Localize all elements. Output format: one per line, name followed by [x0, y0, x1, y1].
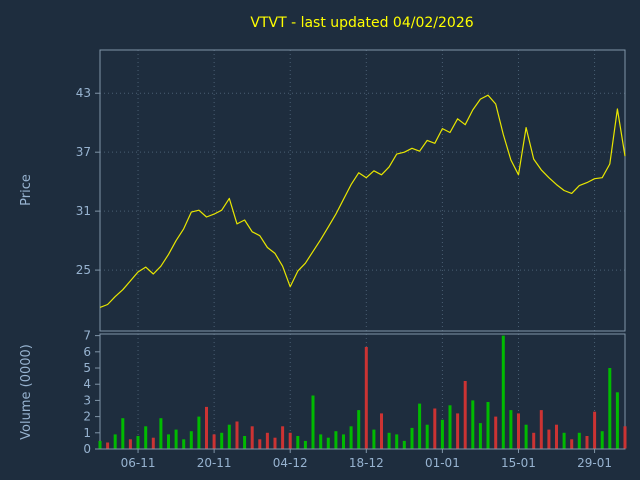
x-tick-label: 04-12 — [273, 456, 308, 470]
volume-tick-label: 4 — [83, 377, 91, 391]
volume-tick-label: 1 — [83, 426, 91, 440]
x-tick-label: 15-01 — [501, 456, 536, 470]
x-tick-label: 29-01 — [577, 456, 612, 470]
volume-tick-label: 3 — [83, 393, 91, 407]
x-tick-label: 01-01 — [425, 456, 460, 470]
price-tick-label: 43 — [76, 86, 91, 100]
x-tick-label: 06-11 — [121, 456, 156, 470]
plot-layer: 25 31 37 43 0 1 2 3 4 5 6 7 06-11 20-11 04-12 18-12 01-0… — [76, 49, 627, 470]
x-tick-label: 18-12 — [349, 456, 384, 470]
chart-title: VTVT - last updated 04/02/2026 — [250, 15, 473, 31]
x-tick-label: 20-11 — [197, 456, 232, 470]
price-tick-label: 31 — [76, 204, 91, 218]
volume-tick-label: 2 — [83, 410, 91, 424]
price-tick-label: 37 — [76, 145, 91, 159]
volume-tick-label: 7 — [83, 329, 91, 343]
price-plot-border — [99, 49, 626, 332]
volume-tick-label: 6 — [83, 345, 91, 359]
price-line — [99, 94, 626, 308]
volume-tick-label: 0 — [83, 442, 91, 456]
volume-axis-label: Volume (0000) — [19, 344, 34, 440]
price-tick-label: 25 — [76, 263, 91, 277]
volume-tick-label: 5 — [83, 361, 91, 375]
price-axis-label: Price — [19, 174, 34, 206]
volume-plot-border — [99, 333, 626, 450]
